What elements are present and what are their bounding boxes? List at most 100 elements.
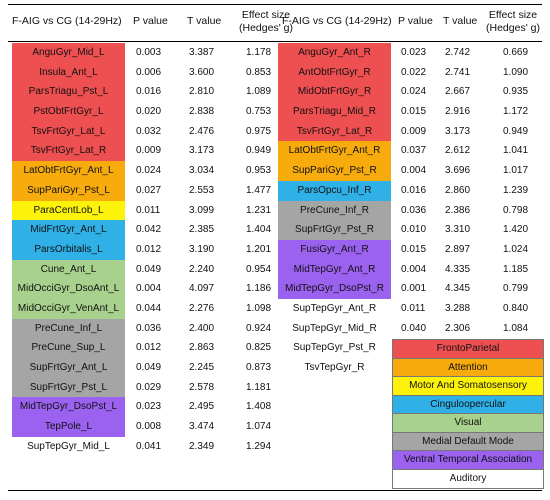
region-name-cell: ParsOpcu_Inf_R xyxy=(278,180,391,201)
legend-item: Auditory xyxy=(393,469,543,488)
region-name-cell: SupTepGyr_Ant_R xyxy=(278,298,391,319)
p-value-cell: 0.011 xyxy=(401,302,426,314)
effect-size-cell: 0.949 xyxy=(246,145,272,157)
left-header-title: F-AIG vs CG (14-29Hz) xyxy=(12,15,122,27)
effect-size-cell: 1.420 xyxy=(503,224,529,236)
t-value-cell: 3.173 xyxy=(445,125,471,137)
p-value-cell: 0.009 xyxy=(401,125,427,137)
network-legend: FrontoParietal Attention Motor And Somatos… xyxy=(392,339,544,489)
region-name-cell: SupTepGyr_Mid_R xyxy=(278,318,391,339)
t-value-cell: 2.495 xyxy=(189,401,215,413)
region-name-cell: LatObtFrtGyr_Ant_L xyxy=(12,161,125,181)
p-value-cell: 0.024 xyxy=(136,165,162,177)
effect-size-cell: 1.477 xyxy=(246,184,272,196)
region-name-cell: FusiGyr_Ant_R xyxy=(278,239,391,260)
region-name-cell: MidTepGyr_Ant_R xyxy=(278,259,391,280)
region-name-cell: SupTepGyr_Pst_R xyxy=(278,338,391,358)
effect-size-cell: 1.178 xyxy=(246,47,272,58)
legend-item: FrontoParietal xyxy=(393,340,543,359)
left-header-effect-size-line2: (Hedges' g) xyxy=(239,22,293,34)
p-value-cell: 0.042 xyxy=(136,224,162,236)
t-value-cell: 2.810 xyxy=(189,86,215,98)
t-value-cell: 2.860 xyxy=(445,184,471,196)
p-value-cell: 0.037 xyxy=(401,145,427,157)
bottom-rule xyxy=(8,490,542,491)
p-value-cell: 0.006 xyxy=(136,66,162,78)
effect-size-cell: 1.041 xyxy=(503,145,529,157)
left-header-effect-size-line1: Effect size xyxy=(241,9,291,21)
effect-size-cell: 0.949 xyxy=(503,125,529,137)
left-header-effect-size: Effect size (Hedges' g) xyxy=(234,9,298,35)
effect-size-cell: 1.074 xyxy=(246,421,272,433)
effect-size-cell: 1.024 xyxy=(503,243,529,255)
t-value-cell: 3.034 xyxy=(189,165,215,177)
t-value-cell: 2.400 xyxy=(189,322,215,334)
left-header-t: T value xyxy=(187,15,222,27)
p-value-cell: 0.020 xyxy=(136,106,162,118)
effect-size-cell: 1.186 xyxy=(246,283,272,295)
p-value-cell: 0.044 xyxy=(136,302,162,314)
left-header-p: P value xyxy=(133,15,168,27)
t-value-cell: 2.306 xyxy=(445,322,471,334)
region-name-cell: AnguGyr_Ant_R xyxy=(278,43,391,63)
p-value-cell: 0.036 xyxy=(401,204,427,216)
t-value-cell: 2.863 xyxy=(189,342,215,354)
right-header-effect-size-line1: Effect size xyxy=(488,9,538,21)
p-value-cell: 0.049 xyxy=(136,362,162,373)
p-value-cell: 0.022 xyxy=(401,66,427,78)
effect-size-cell: 0.853 xyxy=(246,66,272,78)
t-value-cell: 2.349 xyxy=(189,440,215,452)
p-value-cell: 0.032 xyxy=(136,125,162,137)
t-value-cell: 2.578 xyxy=(189,381,215,393)
p-value-cell: 0.004 xyxy=(401,263,427,275)
region-name-cell: ParsTriagu_Mid_R xyxy=(278,102,391,122)
effect-size-cell: 1.089 xyxy=(246,86,272,98)
t-value-cell: 3.387 xyxy=(189,47,215,58)
region-name-cell: MidOcciGyr_VenAnt_L xyxy=(12,298,125,319)
p-value-cell: 0.004 xyxy=(136,283,162,295)
region-name-cell: Cune_Ant_L xyxy=(12,259,125,280)
region-name-cell: ParsOrbitalis_L xyxy=(12,239,125,260)
p-value-cell: 0.040 xyxy=(401,322,427,334)
region-name-cell: PstObtFrtGyr_L xyxy=(12,102,125,122)
p-value-cell: 0.036 xyxy=(136,322,162,334)
effect-size-cell: 1.404 xyxy=(246,224,272,236)
right-header-effect-size-line2: (Hedges' g) xyxy=(486,22,540,34)
region-name-cell: SupPariGyr_Pst_L xyxy=(12,180,125,201)
region-name-cell: AntObtFrtGyr_R xyxy=(278,62,391,83)
region-name-cell: TsvFrtGyr_Lat_R xyxy=(278,121,391,142)
p-value-cell: 0.015 xyxy=(401,106,427,118)
p-value-cell: 0.023 xyxy=(136,401,162,413)
effect-size-cell: 0.840 xyxy=(503,302,529,314)
t-value-cell: 2.838 xyxy=(189,106,215,118)
p-value-cell: 0.023 xyxy=(401,47,427,58)
region-name-cell: SupTepGyr_Mid_L xyxy=(12,436,125,457)
effect-size-cell: 0.798 xyxy=(503,204,529,216)
t-value-cell: 2.741 xyxy=(445,66,471,78)
region-name-cell: PreCune_Inf_L xyxy=(12,318,125,339)
top-rule xyxy=(8,4,542,5)
t-value-cell: 3.288 xyxy=(445,302,471,314)
t-value-cell: 2.553 xyxy=(189,184,215,196)
t-value-cell: 2.385 xyxy=(189,224,215,236)
effect-size-cell: 0.825 xyxy=(246,342,272,354)
p-value-cell: 0.049 xyxy=(136,263,162,275)
effect-size-cell: 0.935 xyxy=(503,86,529,98)
effect-size-cell: 0.669 xyxy=(503,47,529,58)
p-value-cell: 0.024 xyxy=(401,86,427,98)
effect-size-cell: 1.201 xyxy=(246,243,272,255)
legend-item: Motor And Somatosensory xyxy=(393,377,543,396)
effect-size-cell: 1.181 xyxy=(246,381,272,393)
effect-size-cell: 1.098 xyxy=(246,302,272,314)
p-value-cell: 0.016 xyxy=(401,184,427,196)
t-value-cell: 4.345 xyxy=(445,283,471,295)
region-name-cell: ParaCentLob_L xyxy=(12,200,125,221)
legend-item: Medial Default Mode xyxy=(393,432,543,451)
region-name-cell: MidOcciGyr_DsoAnt_L xyxy=(12,279,125,299)
p-value-cell: 0.001 xyxy=(401,283,427,295)
legend-item: Ventral Temporal Association xyxy=(393,451,543,470)
p-value-cell: 0.011 xyxy=(136,204,161,216)
p-value-cell: 0.027 xyxy=(136,184,162,196)
t-value-cell: 3.310 xyxy=(445,224,471,236)
effect-size-cell: 1.294 xyxy=(246,440,272,452)
